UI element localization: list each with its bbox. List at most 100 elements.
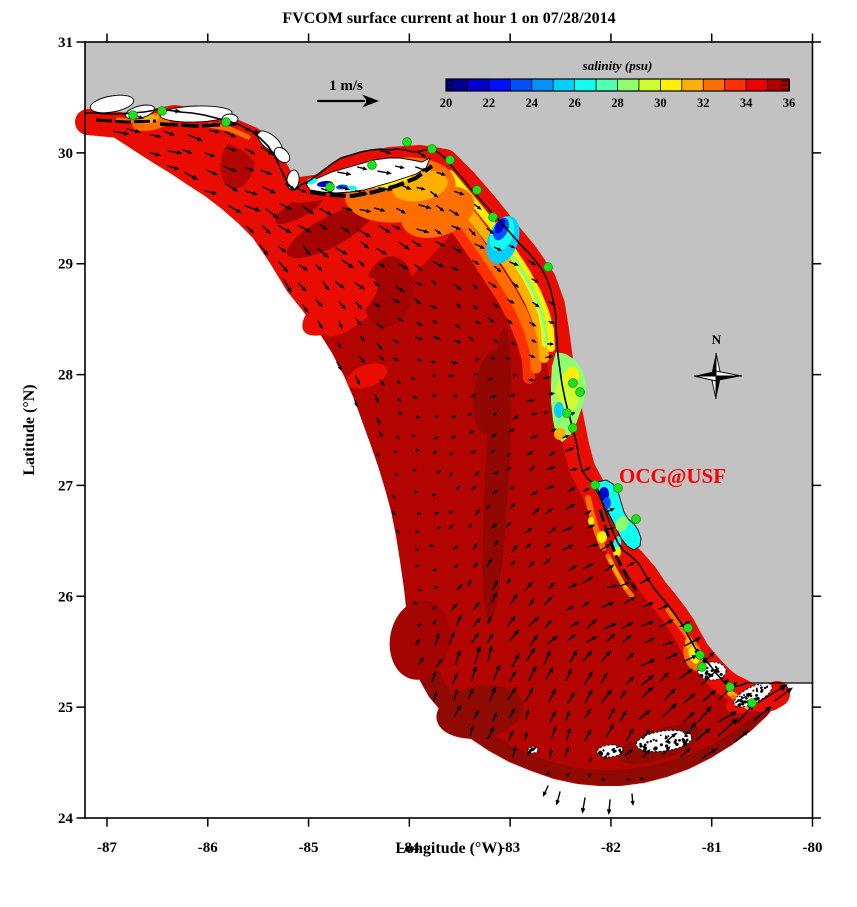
colorbar-segment	[638, 78, 662, 92]
current-arrow-head	[472, 665, 477, 672]
current-arrow-head	[644, 709, 651, 716]
current-arrow-head	[123, 131, 130, 136]
current-arrow-head	[630, 562, 636, 567]
current-arrow-head	[685, 747, 691, 753]
current-arrow-head	[432, 619, 437, 624]
current-arrow-head	[549, 342, 555, 346]
current-arrow-head	[511, 671, 516, 677]
current-arrow-head	[398, 411, 403, 416]
current-arrow-head	[648, 674, 655, 681]
current-arrow-head	[399, 287, 405, 293]
station-dot	[631, 514, 641, 524]
keys-island-dot	[755, 693, 758, 697]
current-arrow-head	[433, 690, 438, 697]
current-arrow-head	[494, 470, 500, 475]
current-arrow-head	[453, 672, 458, 679]
current-arrow-head	[458, 584, 463, 589]
current-arrow-head	[250, 150, 256, 155]
current-arrow-head	[376, 452, 381, 458]
current-arrow-head	[509, 299, 515, 304]
keys-islands	[733, 682, 773, 708]
current-arrow-head	[513, 544, 518, 550]
current-arrow-head	[487, 615, 492, 621]
current-arrow-head	[527, 749, 531, 754]
current-arrow-head	[432, 670, 437, 677]
current-arrow-head	[546, 649, 551, 656]
current-arrow-head	[475, 471, 480, 476]
current-arrow-head	[457, 248, 463, 253]
keys-island-dot	[659, 743, 663, 747]
current-arrow-head	[305, 227, 312, 233]
current-arrow-head	[422, 167, 428, 172]
keys-island-dot	[675, 742, 679, 747]
current-arrow-head	[580, 807, 586, 814]
current-arrow-head	[601, 777, 606, 781]
current-arrow-head	[609, 723, 614, 730]
colorbar-segment	[702, 78, 726, 92]
current-arrow-head	[454, 564, 459, 569]
current-arrow-head	[493, 522, 498, 528]
current-arrow-head	[493, 489, 499, 494]
current-arrow-head	[417, 511, 422, 516]
current-arrow-head	[456, 304, 462, 309]
current-arrow-head	[591, 618, 598, 625]
current-arrow-head	[413, 395, 419, 399]
keys-island-dot	[602, 749, 605, 752]
current-arrow-head	[493, 580, 499, 586]
current-arrow-head	[610, 633, 616, 639]
current-arrow-head	[177, 150, 183, 155]
current-arrow-head	[469, 336, 475, 341]
tampa-bay-plume	[597, 531, 607, 543]
current-arrow-head	[425, 204, 432, 210]
keys-island-dot	[752, 689, 755, 692]
current-arrow-head	[628, 727, 634, 734]
colorbar-segment	[509, 78, 533, 92]
keys-island-dot	[611, 748, 614, 751]
keys-island-dot	[738, 703, 742, 707]
current-arrow-head	[610, 526, 616, 531]
current-arrow-head	[456, 649, 461, 656]
current-arrow-head	[567, 668, 572, 674]
colorbar-tick-label: 20	[440, 96, 453, 110]
current-arrow-head	[417, 623, 423, 627]
keys-island-dot	[616, 746, 619, 749]
keys-island-dot	[639, 744, 643, 748]
current-arrow-head	[471, 231, 477, 237]
current-arrow-head	[492, 433, 497, 438]
current-arrow-head	[548, 748, 553, 754]
current-arrow-head	[453, 394, 459, 399]
tampa-bay-plume	[603, 497, 611, 509]
current-arrow-head	[704, 727, 711, 734]
current-arrow-head	[584, 601, 590, 606]
current-arrow-head	[549, 485, 555, 490]
current-arrow-head	[711, 748, 718, 754]
current-arrow-head	[474, 372, 479, 376]
x-tick-label: -83	[500, 840, 520, 856]
keys-island-dot	[759, 684, 762, 687]
current-arrow-head	[475, 601, 480, 607]
current-arrow-head	[528, 687, 534, 694]
current-arrow-head	[348, 263, 355, 269]
current-arrow-head	[551, 688, 556, 695]
x-tick-label: -86	[198, 840, 218, 856]
current-arrow-head	[645, 577, 652, 582]
station-dot	[697, 662, 707, 672]
current-arrow-head	[411, 434, 417, 438]
current-arrow-head	[529, 598, 535, 604]
cedar-key-plume	[554, 428, 566, 440]
current-arrow-head	[534, 508, 540, 513]
colorbar-segment	[488, 78, 512, 92]
current-arrow-head	[586, 510, 592, 515]
current-arrow-head	[572, 583, 578, 588]
current-arrow-head	[605, 650, 611, 656]
current-arrow-head	[587, 650, 593, 656]
current-arrow-head	[376, 420, 381, 426]
station-dot	[562, 408, 572, 418]
keys-island-dot	[706, 666, 709, 670]
current-arrow-head	[301, 188, 307, 193]
current-arrow-head	[606, 809, 612, 815]
keys-island-dot	[705, 670, 709, 673]
current-arrow	[684, 638, 699, 647]
current-arrow-head	[454, 688, 459, 694]
keys-islands	[527, 746, 539, 754]
